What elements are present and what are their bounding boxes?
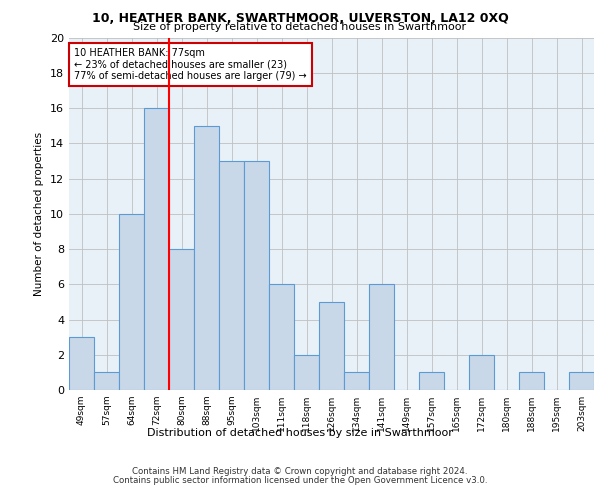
Text: Distribution of detached houses by size in Swarthmoor: Distribution of detached houses by size … (147, 428, 453, 438)
Bar (269, 284, 294, 390)
Bar (69, 337, 94, 390)
Bar (94, 372, 119, 390)
Bar (469, 355, 494, 390)
Text: Size of property relative to detached houses in Swarthmoor: Size of property relative to detached ho… (133, 22, 467, 32)
Bar (569, 372, 594, 390)
Text: Contains public sector information licensed under the Open Government Licence v3: Contains public sector information licen… (113, 476, 487, 485)
Bar (419, 372, 444, 390)
Bar (119, 214, 144, 390)
Bar (369, 284, 394, 390)
Bar (344, 372, 369, 390)
Text: Contains HM Land Registry data © Crown copyright and database right 2024.: Contains HM Land Registry data © Crown c… (132, 467, 468, 476)
Bar (319, 302, 344, 390)
Bar (144, 108, 169, 390)
Y-axis label: Number of detached properties: Number of detached properties (34, 132, 44, 296)
Bar (294, 355, 319, 390)
Text: 10, HEATHER BANK, SWARTHMOOR, ULVERSTON, LA12 0XQ: 10, HEATHER BANK, SWARTHMOOR, ULVERSTON,… (92, 12, 508, 26)
Bar (519, 372, 544, 390)
Bar (244, 161, 269, 390)
Bar (194, 126, 219, 390)
Bar (219, 161, 244, 390)
Bar (169, 249, 194, 390)
Text: 10 HEATHER BANK: 77sqm
← 23% of detached houses are smaller (23)
77% of semi-det: 10 HEATHER BANK: 77sqm ← 23% of detached… (74, 48, 307, 82)
